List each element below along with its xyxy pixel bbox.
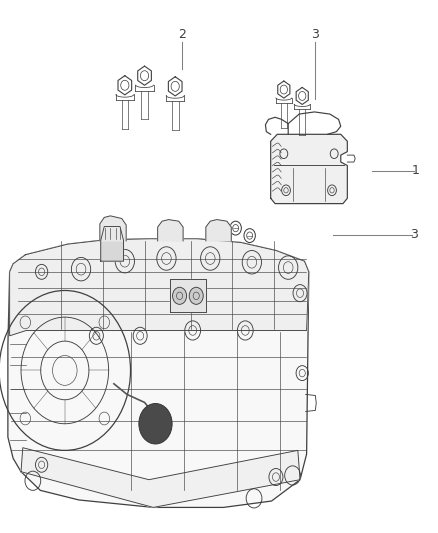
Polygon shape [8,239,309,507]
Polygon shape [206,220,231,241]
Text: 2: 2 [178,28,186,41]
Circle shape [139,403,172,444]
Polygon shape [170,279,206,312]
Text: 3: 3 [410,228,418,241]
Polygon shape [158,220,183,241]
Polygon shape [21,448,300,507]
Polygon shape [271,134,347,204]
Polygon shape [100,216,126,241]
Circle shape [173,287,187,304]
Polygon shape [101,227,124,261]
Text: 3: 3 [311,28,319,41]
Text: 1: 1 [412,164,420,177]
Polygon shape [10,239,309,336]
Circle shape [189,287,203,304]
